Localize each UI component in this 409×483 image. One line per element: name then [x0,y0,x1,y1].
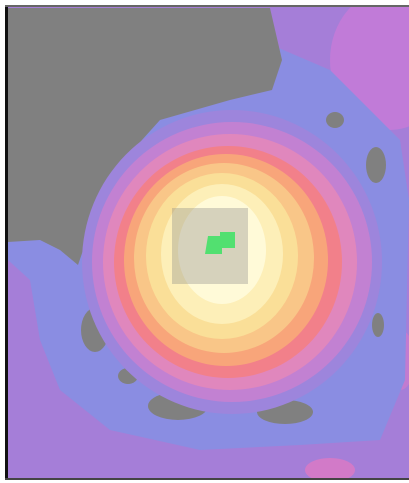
gray-patch [366,147,386,183]
gray-region [8,8,282,265]
frame-top [5,5,409,7]
frame-left [5,5,8,480]
gray-patch [372,313,384,337]
target-marker [205,232,235,254]
heatmap [8,7,409,478]
pink-patch [305,458,355,478]
gray-patch [326,112,344,128]
frame-bottom [5,478,409,480]
